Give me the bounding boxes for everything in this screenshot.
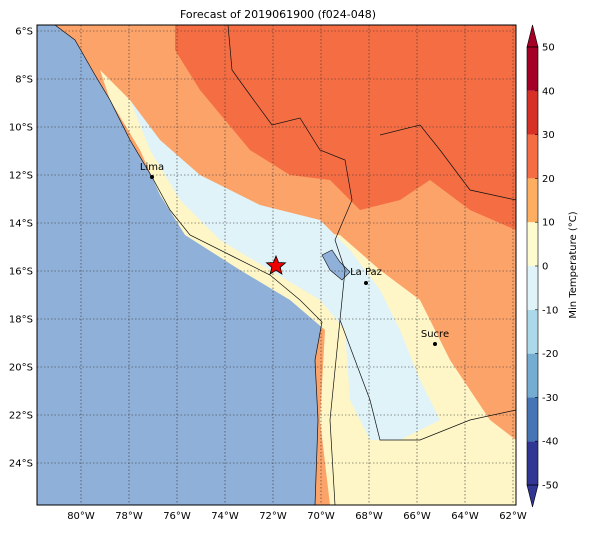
star-marker (265, 254, 287, 275)
lon-tick-label: 72°W (259, 511, 287, 522)
map (37, 25, 516, 505)
colorbar-tick-label: 20 (542, 174, 555, 185)
lat-tick-label: 22°S (9, 411, 33, 422)
city-marker (433, 342, 437, 346)
colorbar-tick-label: 10 (542, 218, 555, 229)
colorbar-band (527, 90, 538, 135)
colorbar-tick-label: -30 (542, 393, 558, 404)
lat-tick-label: 8°S (15, 75, 33, 86)
warm-region (175, 25, 516, 230)
colorbar-extend (526, 24, 539, 48)
colorbar-band (527, 47, 538, 91)
colorbar-tick-label: 30 (542, 130, 555, 141)
lon-tick-label: 64°W (451, 511, 479, 522)
graticule (37, 25, 516, 505)
map-frame (36, 24, 517, 506)
colorbar-tick-label: 0 (542, 262, 548, 273)
lon-tick-label: 70°W (307, 511, 335, 522)
coastline (54, 25, 323, 505)
city-label: La Paz (350, 267, 382, 278)
colorbar-extend (526, 484, 539, 508)
lat-tick-label: 18°S (9, 315, 33, 326)
lat-tick-label: 20°S (9, 363, 33, 374)
lat-tick-label: 10°S (9, 123, 33, 134)
lake (321, 249, 351, 281)
border (329, 319, 341, 505)
colorbar-label: Min Temperature (°C) (568, 211, 579, 318)
lon-tick-label: 66°W (403, 511, 431, 522)
lat-tick-label: 6°S (15, 27, 33, 38)
colorbar-band (527, 397, 538, 442)
colorbar-tick-label: -40 (542, 437, 558, 448)
colorbar-band (527, 353, 538, 398)
lon-tick-label: 74°W (211, 511, 239, 522)
lon-tick-label: 76°W (163, 511, 191, 522)
city-marker (364, 281, 368, 285)
colorbar-tick-label: -20 (542, 349, 558, 360)
colorbar-band (527, 222, 538, 266)
border (379, 124, 516, 201)
colorbar-band (527, 441, 538, 485)
colorbar-tick-label: 40 (542, 86, 555, 97)
lat-tick-label: 24°S (9, 459, 33, 470)
lon-tick-label: 78°W (115, 511, 143, 522)
title: Forecast of 2019061900 (f024-048) (180, 8, 376, 21)
lat-tick-label: 12°S (9, 171, 33, 182)
city-marker (150, 175, 154, 179)
city-label: Lima (140, 162, 164, 173)
lon-tick-label: 80°W (67, 511, 95, 522)
lon-tick-label: 68°W (355, 511, 383, 522)
colorbar-band (527, 266, 538, 310)
lat-tick-label: 14°S (9, 219, 33, 230)
colorbar-band (527, 309, 538, 354)
lon-tick-label: 62°W (499, 511, 527, 522)
city-label: Sucre (421, 329, 449, 340)
cool-region (130, 100, 440, 440)
colorbar-tick-label: -50 (542, 481, 558, 492)
colorbar-band (527, 178, 538, 223)
colorbar-band (527, 134, 538, 179)
colorbar-tick-label: -10 (542, 305, 558, 316)
colorbar-tick-label: 50 (542, 43, 555, 54)
border (227, 25, 516, 441)
lat-tick-label: 16°S (9, 267, 33, 278)
